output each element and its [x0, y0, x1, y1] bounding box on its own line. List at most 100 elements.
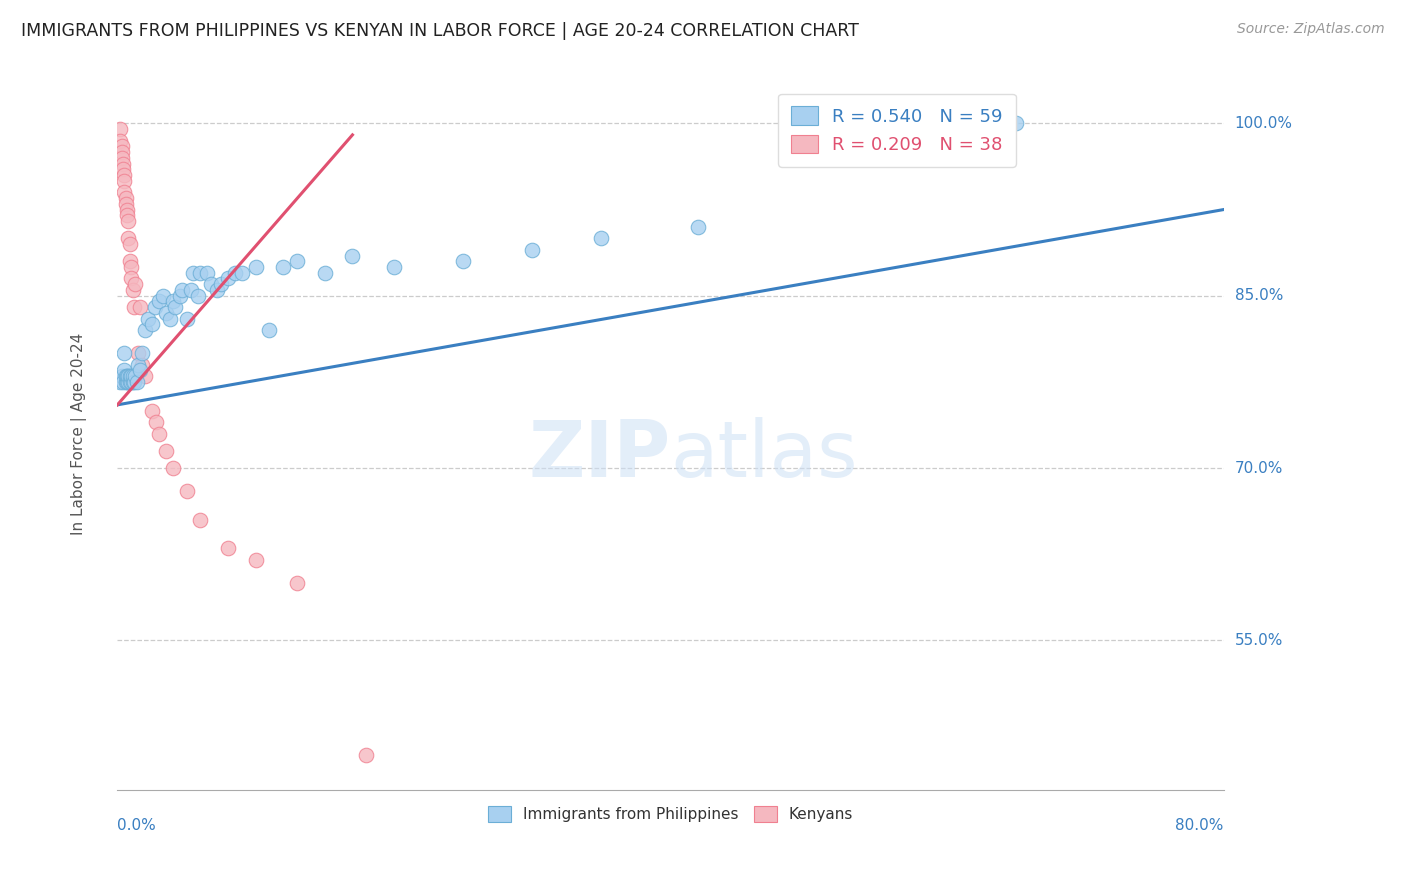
Point	[128, 363, 150, 377]
Point	[314, 266, 336, 280]
Point	[162, 461, 184, 475]
Point	[118, 375, 141, 389]
Point	[118, 254, 141, 268]
Point	[110, 151, 132, 165]
Point	[111, 162, 134, 177]
Text: IMMIGRANTS FROM PHILIPPINES VS KENYAN IN LABOR FORCE | AGE 20-24 CORRELATION CHA: IMMIGRANTS FROM PHILIPPINES VS KENYAN IN…	[21, 22, 859, 40]
Point	[108, 375, 131, 389]
Point	[162, 294, 184, 309]
Point	[285, 575, 308, 590]
Point	[382, 260, 405, 274]
Point	[117, 369, 139, 384]
Point	[451, 254, 474, 268]
Point	[111, 375, 134, 389]
Point	[183, 266, 205, 280]
Text: 0.0%: 0.0%	[117, 819, 156, 833]
Point	[148, 294, 170, 309]
Point	[245, 260, 267, 274]
Point	[112, 363, 135, 377]
Text: ZIP: ZIP	[529, 417, 671, 493]
Point	[112, 174, 135, 188]
Text: 55.0%: 55.0%	[1234, 632, 1284, 648]
Point	[115, 375, 138, 389]
Point	[134, 369, 156, 384]
Point	[224, 266, 246, 280]
Point	[124, 369, 146, 384]
Point	[180, 283, 202, 297]
Point	[115, 208, 138, 222]
Point	[143, 300, 166, 314]
Point	[195, 266, 218, 280]
Point	[273, 260, 295, 274]
Point	[688, 219, 710, 234]
Point	[108, 134, 131, 148]
Point	[131, 346, 153, 360]
Point	[118, 237, 141, 252]
Point	[231, 266, 253, 280]
Text: 80.0%: 80.0%	[1175, 819, 1223, 833]
Point	[159, 311, 181, 326]
Point	[117, 375, 139, 389]
Point	[110, 369, 132, 384]
Point	[125, 375, 148, 389]
Point	[285, 254, 308, 268]
Point	[117, 231, 139, 245]
Point	[172, 283, 194, 297]
Point	[356, 748, 378, 763]
Point	[136, 311, 159, 326]
Point	[122, 300, 145, 314]
Point	[217, 541, 239, 556]
Point	[114, 196, 136, 211]
Point	[209, 277, 232, 292]
Point	[110, 139, 132, 153]
Point	[112, 186, 135, 200]
Point	[124, 277, 146, 292]
Point	[176, 483, 198, 498]
Point	[114, 375, 136, 389]
Point	[127, 358, 149, 372]
Point	[148, 426, 170, 441]
Point	[111, 156, 134, 170]
Text: In Labor Force | Age 20-24: In Labor Force | Age 20-24	[70, 333, 87, 534]
Point	[259, 323, 281, 337]
Point	[188, 513, 211, 527]
Point	[152, 289, 174, 303]
Point	[591, 231, 613, 245]
Point	[176, 311, 198, 326]
Point	[117, 214, 139, 228]
Point	[115, 202, 138, 217]
Point	[169, 289, 191, 303]
Point	[122, 375, 145, 389]
Point	[342, 248, 364, 262]
Point	[118, 369, 141, 384]
Point	[522, 243, 544, 257]
Text: Source: ZipAtlas.com: Source: ZipAtlas.com	[1237, 22, 1385, 37]
Point	[1005, 116, 1028, 130]
Point	[134, 323, 156, 337]
Point	[131, 358, 153, 372]
Point	[108, 122, 131, 136]
Point	[141, 318, 163, 332]
Point	[115, 369, 138, 384]
Point	[121, 283, 143, 297]
Point	[120, 271, 142, 285]
Point	[110, 145, 132, 160]
Legend: Immigrants from Philippines, Kenyans: Immigrants from Philippines, Kenyans	[482, 800, 859, 829]
Point	[120, 369, 142, 384]
Point	[187, 289, 209, 303]
Point	[120, 375, 142, 389]
Point	[112, 168, 135, 182]
Text: 70.0%: 70.0%	[1234, 460, 1284, 475]
Point	[145, 415, 167, 429]
Point	[127, 346, 149, 360]
Text: 85.0%: 85.0%	[1234, 288, 1284, 303]
Point	[155, 306, 177, 320]
Point	[121, 369, 143, 384]
Text: atlas: atlas	[671, 417, 858, 493]
Point	[217, 271, 239, 285]
Point	[114, 191, 136, 205]
Point	[114, 369, 136, 384]
Text: 100.0%: 100.0%	[1234, 116, 1292, 131]
Point	[188, 266, 211, 280]
Point	[200, 277, 222, 292]
